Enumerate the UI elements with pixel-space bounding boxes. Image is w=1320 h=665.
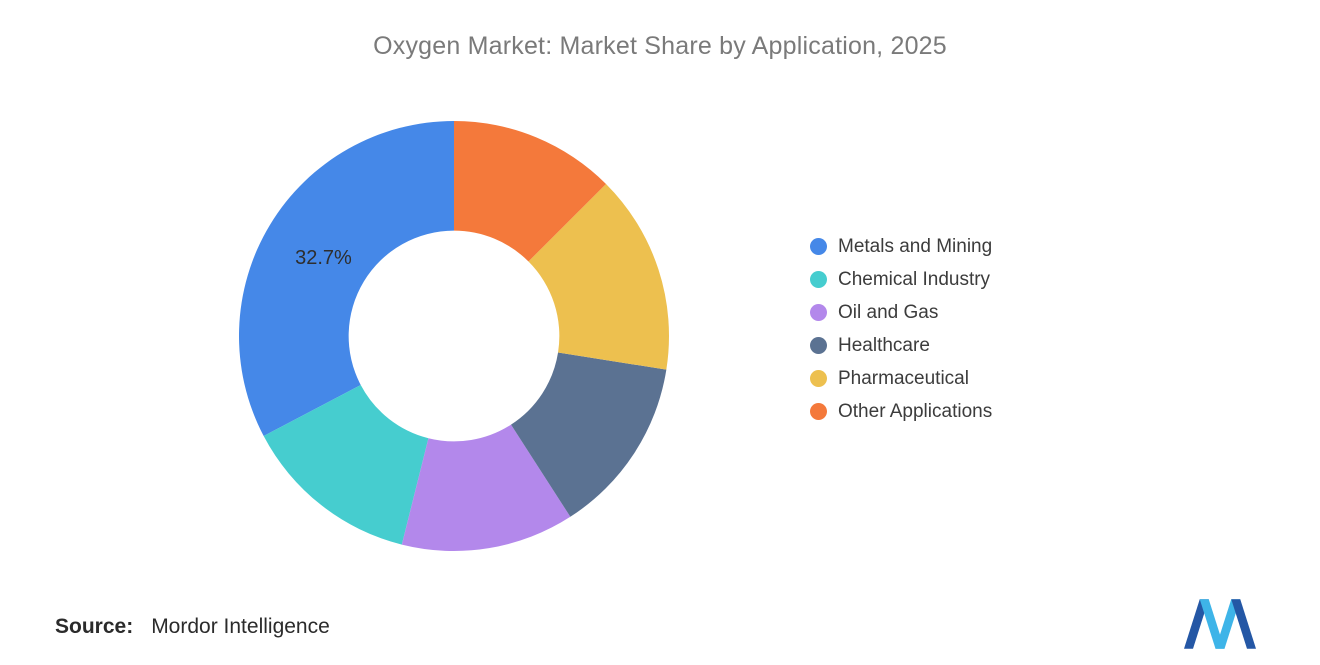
pie-segment-oil-and-gas[interactable]	[401, 424, 571, 551]
legend-item-other-applications[interactable]: Other Applications	[810, 395, 992, 428]
logo-stroke-2	[1199, 599, 1225, 649]
pie-segment-healthcare[interactable]	[511, 352, 667, 517]
logo-stroke-3	[1215, 599, 1241, 649]
legend-swatch	[810, 238, 827, 255]
legend-item-chemical-industry[interactable]: Chemical Industry	[810, 263, 992, 296]
mordor-intelligence-logo	[1184, 599, 1256, 649]
legend-label: Pharmaceutical	[838, 368, 969, 389]
legend-item-metals-and-mining[interactable]: Metals and Mining	[810, 230, 992, 263]
pie-segment-other-applications[interactable]	[454, 121, 607, 262]
legend-item-healthcare[interactable]: Healthcare	[810, 329, 992, 362]
pie-segment-pharmaceutical[interactable]	[528, 183, 669, 370]
legend-label: Other Applications	[838, 401, 993, 422]
donut-chart: 32.7%	[238, 121, 669, 551]
legend-label: Healthcare	[838, 335, 930, 356]
legend-label: Oil and Gas	[838, 302, 939, 323]
legend-swatch	[810, 403, 827, 420]
pie-segment-metals-and-mining[interactable]	[238, 121, 454, 437]
legend-swatch	[810, 370, 827, 387]
slice-label-metals-and-mining: 32.7%	[295, 247, 352, 269]
legend-item-oil-and-gas[interactable]: Oil and Gas	[810, 296, 992, 329]
logo-stroke-4	[1231, 599, 1256, 649]
legend-swatch	[810, 271, 827, 288]
chart-title: Oxygen Market: Market Share by Applicati…	[373, 32, 947, 60]
source-value: Mordor Intelligence	[151, 615, 330, 638]
legend-label: Chemical Industry	[838, 269, 991, 290]
legend-swatch	[810, 337, 827, 354]
legend-item-pharmaceutical[interactable]: Pharmaceutical	[810, 362, 992, 395]
legend-label: Metals and Mining	[838, 236, 993, 257]
source-label: Source:	[55, 615, 134, 638]
legend: Metals and Mining Chemical Industry Oil an…	[810, 230, 992, 428]
legend-swatch	[810, 304, 827, 321]
logo-stroke-1	[1184, 599, 1209, 649]
pie-segment-chemical-industry[interactable]	[263, 385, 429, 545]
source-row: Source: Mordor Intelligence	[55, 615, 330, 639]
